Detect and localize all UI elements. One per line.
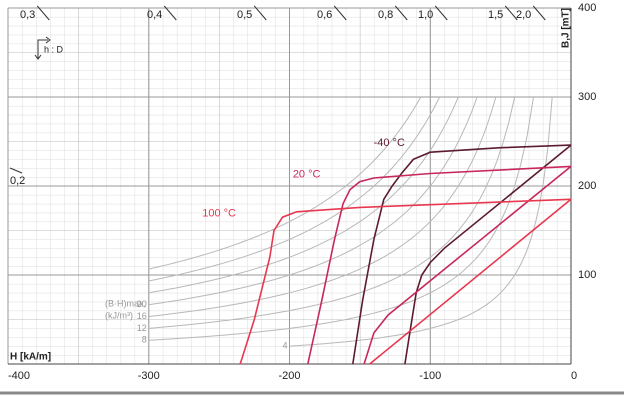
permeance-label: 0,8 <box>378 9 393 21</box>
permeance-label: 1,5 <box>488 9 503 21</box>
curve <box>307 165 572 365</box>
y-tick-label: 200 <box>578 180 596 192</box>
bh-curve <box>148 96 441 282</box>
y-axis-label: B,J [mT] <box>561 8 572 48</box>
bh-curve <box>148 96 422 270</box>
permeance-mark <box>333 5 347 21</box>
bh-curve <box>148 96 516 329</box>
bh-curve <box>148 96 478 306</box>
permeance-mark <box>253 5 267 21</box>
permeance-label: 0,2 <box>10 175 25 187</box>
curve <box>352 144 572 365</box>
bh-curve <box>148 96 497 317</box>
curve <box>363 165 572 365</box>
permeance-mark <box>532 5 546 21</box>
permeance-label: 0,6 <box>317 9 332 21</box>
bh-level-label: 16 <box>137 311 147 321</box>
permeance-label: 0,4 <box>147 9 162 21</box>
permeance-label: 1,0 <box>418 9 433 21</box>
permeance-mark <box>36 5 50 21</box>
permeance-label: 2,0 <box>516 9 531 21</box>
temperature-label: -40 °C <box>374 137 405 149</box>
icon: h : D <box>34 36 64 60</box>
y-tick-label: 400 <box>578 2 596 14</box>
x-tick-label: -400 <box>8 370 30 382</box>
curve <box>239 198 572 365</box>
y-tick-label: 100 <box>578 269 596 281</box>
bh-curve <box>148 96 534 341</box>
bh-level-label: 8 <box>142 335 147 345</box>
curve <box>404 144 572 365</box>
x-tick-label: -100 <box>419 370 441 382</box>
bh-curve <box>289 96 553 347</box>
y-tick-label: 300 <box>578 91 596 103</box>
bh-unit: (kJ/m³) <box>105 310 133 320</box>
bh-level-label: 4 <box>282 341 287 351</box>
temperature-label: 100 °C <box>202 207 236 219</box>
bh-level-label: 20 <box>137 299 147 309</box>
permeance-mark <box>163 5 177 21</box>
temperature-label: 20 °C <box>293 168 321 180</box>
x-tick-label: -300 <box>138 370 160 382</box>
permeance-mark <box>394 5 408 21</box>
permeance-mark <box>9 167 23 174</box>
icon-label: h : D <box>44 44 64 54</box>
x-tick-label: -200 <box>278 370 300 382</box>
bh-curve <box>148 96 459 294</box>
bh-level-label: 12 <box>137 323 147 333</box>
permeance-mark <box>504 5 518 21</box>
permeance-label: 0,3 <box>20 9 35 21</box>
x-axis-label: H [kA/m] <box>10 352 51 363</box>
permeance-mark <box>434 5 448 21</box>
permeance-label: 0,5 <box>237 9 252 21</box>
curve <box>369 198 572 365</box>
x-tick-label: 0 <box>571 370 577 382</box>
bh-label: (B·H)max, <box>105 298 146 308</box>
